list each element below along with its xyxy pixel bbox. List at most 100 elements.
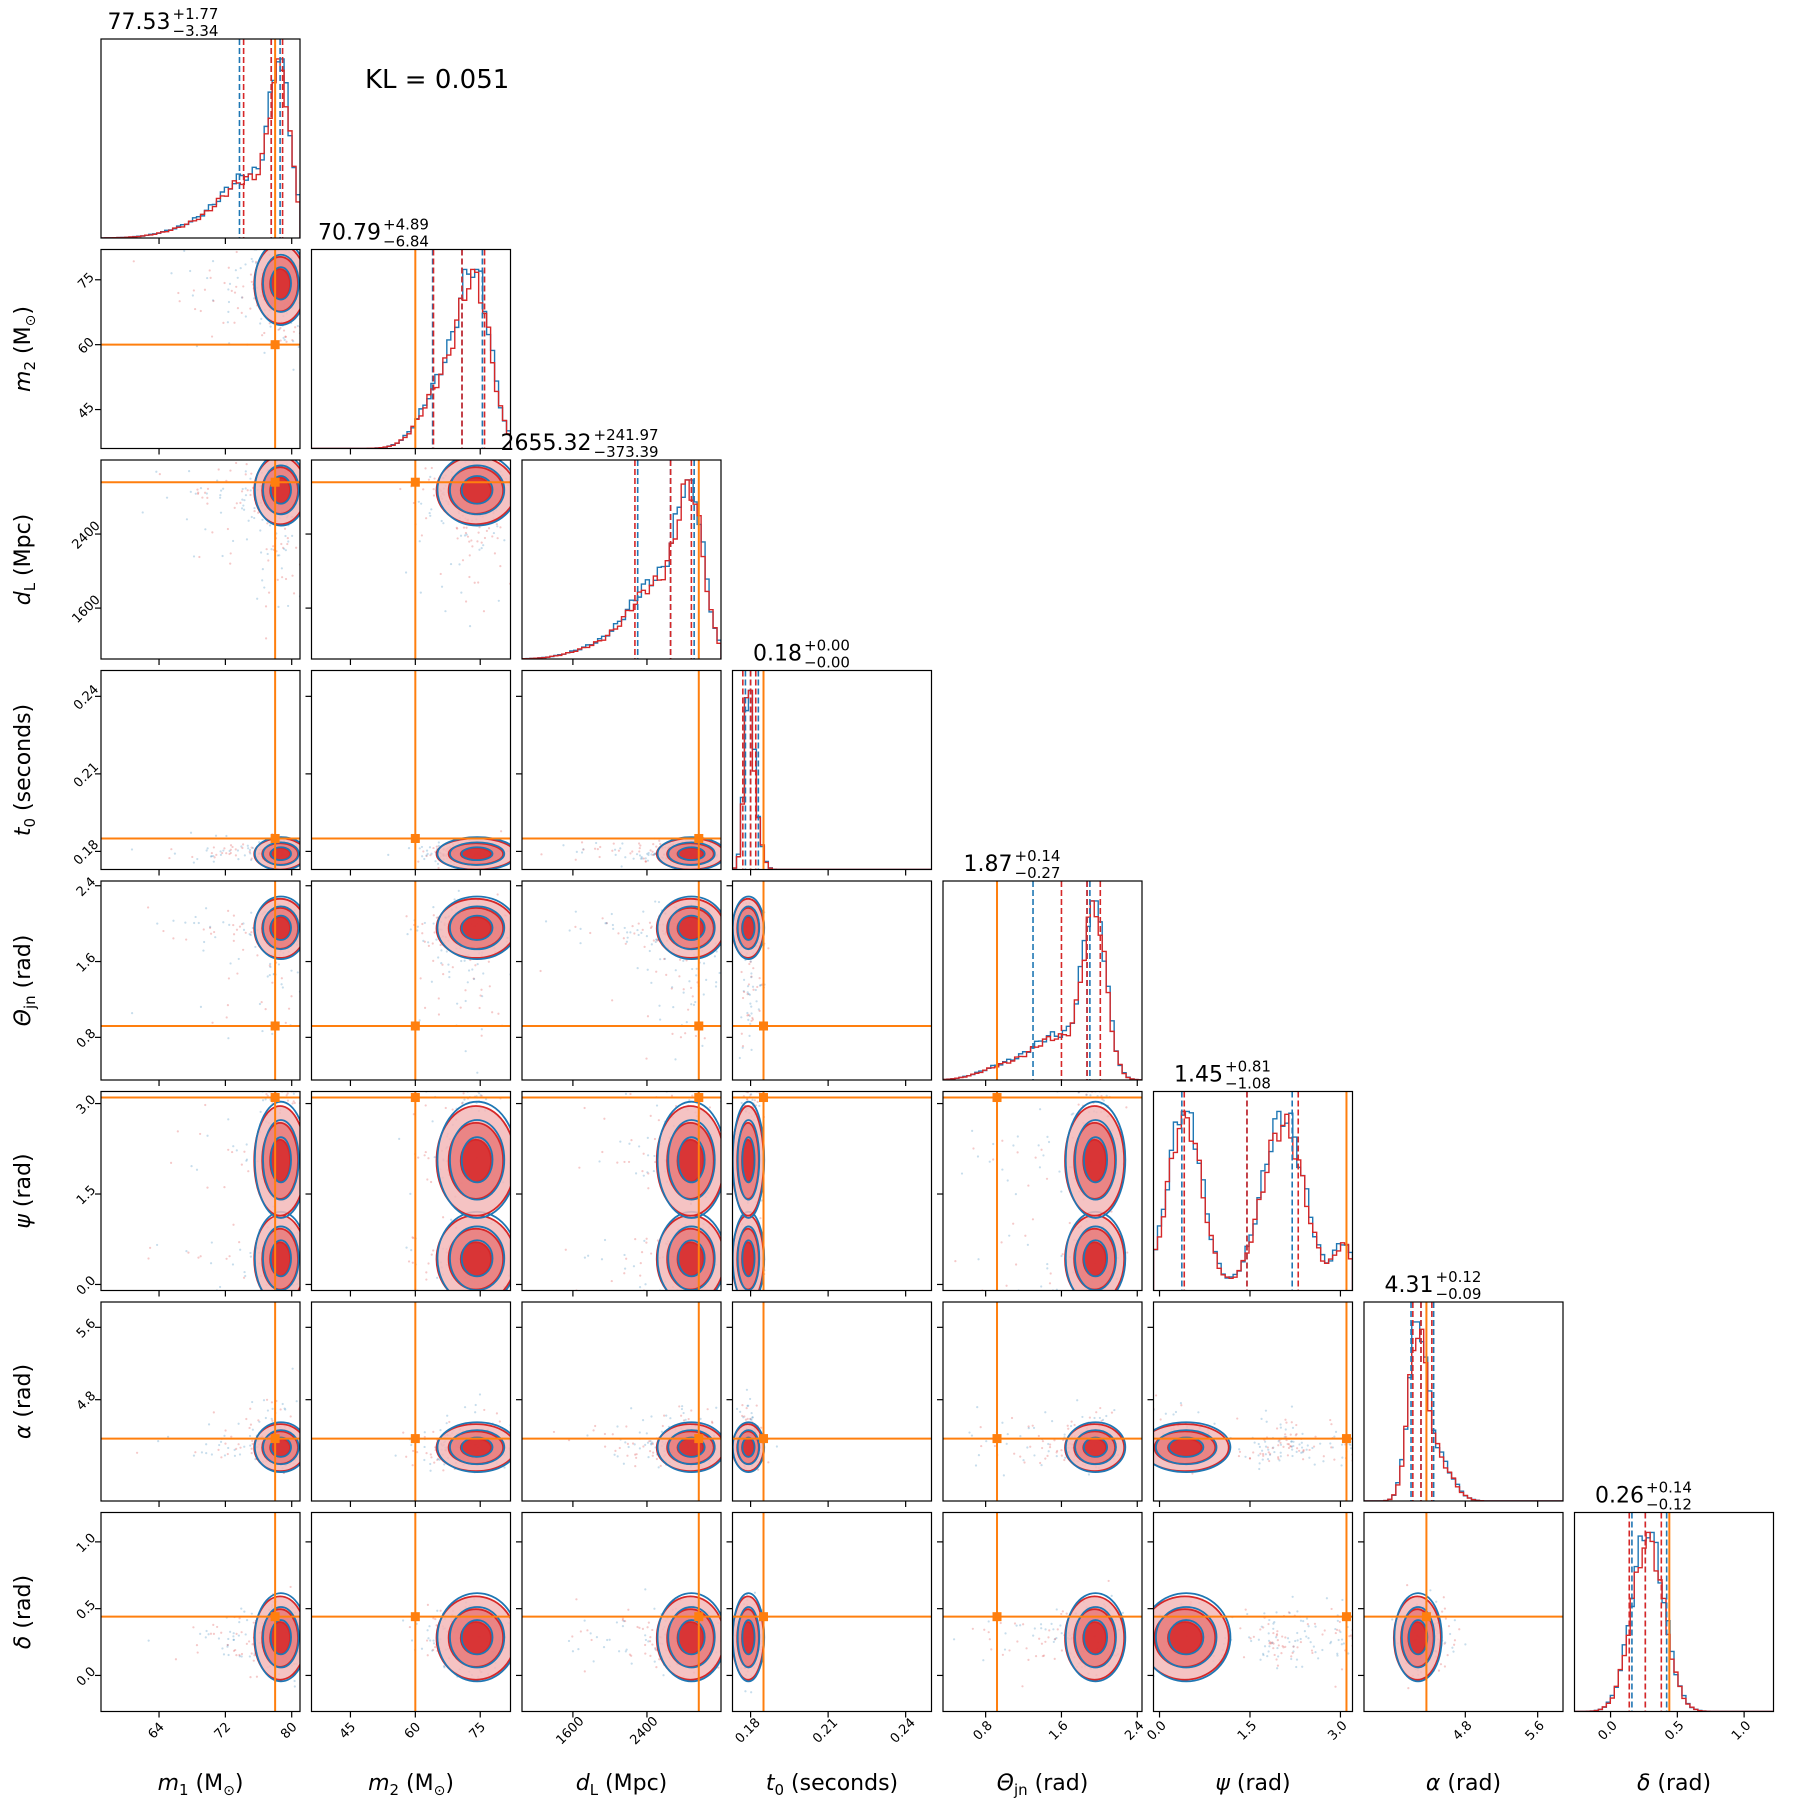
scatter-point xyxy=(212,854,215,858)
scatter-point xyxy=(496,537,499,540)
scatter-point xyxy=(465,533,468,536)
scatter-point xyxy=(169,1161,173,1164)
scatter-point xyxy=(418,540,421,543)
scatter-point xyxy=(498,1420,501,1423)
scatter-point xyxy=(176,1130,179,1133)
scatter-point xyxy=(222,487,225,490)
panel-2-2: 2655.32 +241.97−373.39 xyxy=(501,426,722,665)
title-minus: −3.34 xyxy=(173,22,219,40)
scatter-point xyxy=(197,921,200,925)
scatter-point xyxy=(746,985,750,988)
scatter-point xyxy=(213,856,216,859)
scatter-point xyxy=(228,923,231,926)
scatter-point xyxy=(1077,1103,1080,1106)
scatter-point xyxy=(247,519,250,522)
scatter-point xyxy=(496,525,499,528)
scatter-point xyxy=(203,940,206,944)
scatter-point xyxy=(264,1008,267,1011)
scatter-point xyxy=(251,1400,254,1404)
scatter-point xyxy=(437,997,440,1000)
scatter-point xyxy=(250,472,253,475)
contour-run-a xyxy=(269,914,292,941)
scatter-point xyxy=(249,477,252,480)
scatter-point xyxy=(758,977,761,980)
scatter-point xyxy=(249,1255,252,1258)
scatter-point xyxy=(202,949,205,952)
title-median: 1.45 xyxy=(1174,1063,1223,1088)
scatter-point xyxy=(629,852,632,855)
truth-marker xyxy=(694,1093,704,1103)
scatter-point xyxy=(464,531,468,535)
scatter-point xyxy=(218,1285,222,1289)
scatter-point xyxy=(259,1110,262,1113)
scatter-point xyxy=(191,294,194,297)
scatter-point xyxy=(282,336,285,339)
scatter-point xyxy=(638,847,641,850)
scatter-point xyxy=(655,970,658,973)
scatter-point xyxy=(451,966,454,969)
scatter-point xyxy=(646,1015,650,1018)
scatter-point xyxy=(646,1136,649,1140)
scatter-point xyxy=(263,331,266,335)
scatter-point xyxy=(233,321,236,324)
scatter-point xyxy=(440,519,443,523)
scatter-point xyxy=(646,968,649,971)
scatter-point xyxy=(206,487,210,490)
scatter-point xyxy=(229,562,232,565)
scatter-point xyxy=(459,1006,462,1009)
scatter-point xyxy=(268,973,271,977)
scatter-point xyxy=(447,963,450,966)
scatter-point xyxy=(421,922,424,926)
scatter-point xyxy=(280,542,283,546)
scatter-point xyxy=(430,508,433,511)
scatter-point xyxy=(212,860,215,863)
scatter-point xyxy=(223,1454,227,1457)
scatter-point xyxy=(460,1102,464,1105)
scatter-point xyxy=(596,847,599,851)
y-tick-label: 0.24 xyxy=(71,682,102,713)
scatter-point xyxy=(427,1157,430,1160)
histogram-run-b xyxy=(1153,1110,1353,1291)
scatter-point xyxy=(432,922,435,925)
scatter-point xyxy=(235,502,238,505)
scatter-point xyxy=(702,993,705,996)
scatter-point xyxy=(691,967,694,971)
scatter-point xyxy=(197,491,200,494)
scatter-point xyxy=(427,944,430,947)
scatter-point xyxy=(1006,1179,1009,1182)
scatter-point xyxy=(492,531,496,535)
panel-bg xyxy=(1153,1091,1353,1291)
scatter-point xyxy=(663,1414,666,1417)
scatter-point xyxy=(271,981,274,984)
panel-frame xyxy=(731,1090,933,1292)
contour-run-a xyxy=(656,895,721,961)
scatter-point xyxy=(464,999,467,1003)
scatter-point xyxy=(448,1420,451,1424)
scatter-point xyxy=(1089,1094,1092,1097)
scatter-point xyxy=(223,1186,226,1189)
scatter-point xyxy=(641,928,644,931)
y-tick-label: 75 xyxy=(75,270,97,292)
panel-frame xyxy=(521,880,722,1081)
scatter-point xyxy=(230,1435,233,1438)
scatter-point xyxy=(284,577,288,581)
scatter-point xyxy=(198,555,201,559)
scatter-point xyxy=(420,534,423,537)
scatter-point xyxy=(644,857,647,860)
scatter-point xyxy=(600,1258,604,1261)
scatter-point xyxy=(1105,1094,1108,1097)
scatter-point xyxy=(750,1019,753,1022)
scatter-point xyxy=(750,1012,753,1015)
panel-frame xyxy=(100,1090,301,1292)
scatter-point xyxy=(266,1094,269,1097)
scatter-point xyxy=(741,1046,744,1049)
scatter-point xyxy=(484,1097,488,1101)
scatter-point xyxy=(468,540,471,543)
contour-run-a xyxy=(269,1239,292,1278)
scatter-point xyxy=(627,1445,630,1449)
scatter-point xyxy=(244,263,247,266)
panel-bg xyxy=(732,881,932,1080)
panel-content xyxy=(311,460,511,659)
scatter-point xyxy=(671,986,674,989)
scatter-point xyxy=(472,977,475,980)
